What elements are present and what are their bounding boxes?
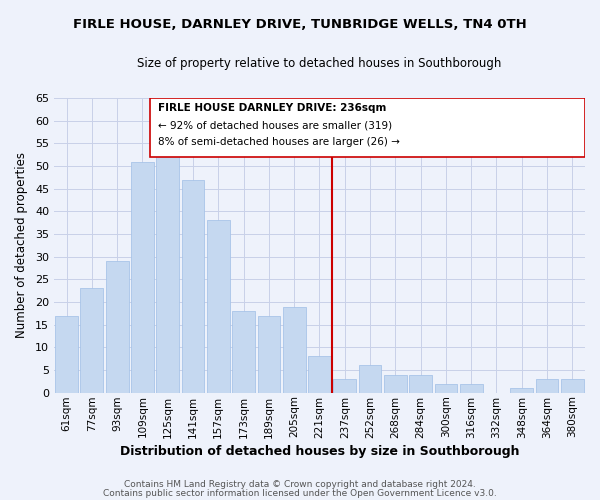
Text: FIRLE HOUSE DARNLEY DRIVE: 236sqm: FIRLE HOUSE DARNLEY DRIVE: 236sqm	[158, 104, 386, 114]
Bar	[131, 162, 154, 392]
Text: 8% of semi-detached houses are larger (26) →: 8% of semi-detached houses are larger (2…	[158, 137, 400, 147]
Bar	[182, 180, 205, 392]
Bar	[308, 356, 331, 392]
Y-axis label: Number of detached properties: Number of detached properties	[15, 152, 28, 338]
Text: Contains public sector information licensed under the Open Government Licence v3: Contains public sector information licen…	[103, 489, 497, 498]
Bar	[434, 384, 457, 392]
Bar	[536, 379, 559, 392]
Text: FIRLE HOUSE, DARNLEY DRIVE, TUNBRIDGE WELLS, TN4 0TH: FIRLE HOUSE, DARNLEY DRIVE, TUNBRIDGE WE…	[73, 18, 527, 30]
Bar	[460, 384, 482, 392]
Bar	[207, 220, 230, 392]
Bar	[334, 379, 356, 392]
Bar	[511, 388, 533, 392]
Title: Size of property relative to detached houses in Southborough: Size of property relative to detached ho…	[137, 58, 502, 70]
Bar	[409, 374, 432, 392]
Bar	[384, 374, 407, 392]
Text: ← 92% of detached houses are smaller (319): ← 92% of detached houses are smaller (31…	[158, 120, 392, 130]
Bar	[257, 316, 280, 392]
Text: Contains HM Land Registry data © Crown copyright and database right 2024.: Contains HM Land Registry data © Crown c…	[124, 480, 476, 489]
Bar	[55, 316, 78, 392]
Bar	[106, 261, 128, 392]
FancyBboxPatch shape	[150, 98, 585, 157]
Bar	[157, 148, 179, 392]
X-axis label: Distribution of detached houses by size in Southborough: Distribution of detached houses by size …	[120, 444, 519, 458]
Bar	[561, 379, 584, 392]
Bar	[283, 306, 305, 392]
Bar	[359, 366, 382, 392]
Bar	[80, 288, 103, 393]
Bar	[232, 311, 255, 392]
